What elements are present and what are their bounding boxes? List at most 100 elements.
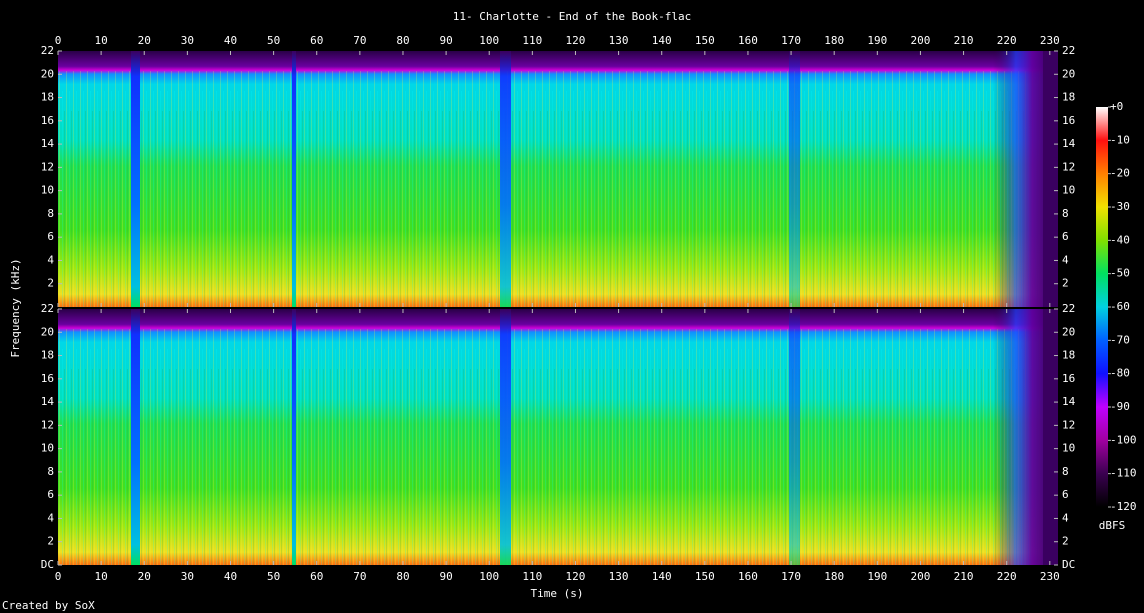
y-tick-label-right: 6: [1062, 230, 1069, 243]
x-tick-label-top: 50: [267, 34, 280, 47]
colorbar-tick-label: -10: [1110, 133, 1130, 146]
x-tick-label-top: 100: [479, 34, 499, 47]
y-axis-label: Frequency (kHz): [9, 258, 22, 357]
colorbar-tick-label: -70: [1110, 333, 1130, 346]
x-tick-label: 200: [911, 570, 931, 583]
x-tick-label: 210: [954, 570, 974, 583]
y-tick-label-right: 8: [1062, 465, 1069, 478]
y-tick-label: 8: [47, 207, 54, 220]
x-tick-label: 230: [1040, 570, 1060, 583]
y-tick-label: 20: [41, 325, 54, 338]
x-tick-label-top: 10: [94, 34, 107, 47]
x-tick-label: 160: [738, 570, 758, 583]
y-tick-label-right: 14: [1062, 395, 1076, 408]
x-tick-label-top: 200: [911, 34, 931, 47]
x-tick-label: 90: [439, 570, 452, 583]
colorbar: [1096, 107, 1108, 507]
y-tick-label-right: 4: [1062, 253, 1069, 266]
x-tick-label: 60: [310, 570, 323, 583]
spectrogram-ch2: [58, 309, 1058, 565]
y-tick-label: 14: [41, 395, 55, 408]
y-tick-label: 4: [47, 253, 54, 266]
x-tick-label-top: 180: [824, 34, 844, 47]
colorbar-tick-label: -60: [1110, 300, 1130, 313]
y-tick-label-right: 2: [1062, 535, 1069, 548]
x-tick-label: 120: [566, 570, 586, 583]
y-tick-label-right: DC: [1062, 558, 1075, 571]
y-tick-label-right: 14: [1062, 137, 1076, 150]
x-tick-label: 20: [138, 570, 151, 583]
y-tick-label-right: 16: [1062, 114, 1075, 127]
colorbar-tick-label: -80: [1110, 367, 1130, 380]
x-tick-label-top: 220: [997, 34, 1017, 47]
x-tick-label-top: 190: [867, 34, 887, 47]
y-tick-label-right: 12: [1062, 418, 1075, 431]
x-tick-label-top: 130: [609, 34, 629, 47]
x-tick-label-top: 140: [652, 34, 672, 47]
y-tick-label-right: 4: [1062, 511, 1069, 524]
y-tick-label: 18: [41, 91, 54, 104]
x-tick-label: 70: [353, 570, 366, 583]
x-tick-label: 40: [224, 570, 237, 583]
x-tick-label-top: 40: [224, 34, 237, 47]
y-tick-label: 16: [41, 114, 54, 127]
colorbar-label: dBFS: [1099, 519, 1126, 532]
x-axis-label: Time (s): [531, 587, 584, 600]
x-tick-label-top: 230: [1040, 34, 1060, 47]
colorbar-tick-label: -120: [1110, 500, 1137, 513]
x-tick-label-top: 150: [695, 34, 715, 47]
x-tick-label: 140: [652, 570, 672, 583]
x-tick-label-top: 0: [55, 34, 62, 47]
chart-title: 11- Charlotte - End of the Book-flac: [453, 10, 691, 23]
y-tick-label: DC: [41, 558, 54, 571]
y-tick-label: 16: [41, 372, 54, 385]
y-tick-label: 22: [41, 44, 54, 57]
y-tick-label-right: 20: [1062, 67, 1075, 80]
colorbar-tick-label: -50: [1110, 267, 1130, 280]
x-tick-label: 110: [522, 570, 542, 583]
x-tick-label-top: 90: [439, 34, 452, 47]
x-tick-label-top: 170: [781, 34, 801, 47]
colorbar-tick-label: -40: [1110, 233, 1130, 246]
x-tick-label-top: 80: [396, 34, 409, 47]
x-tick-label: 50: [267, 570, 280, 583]
y-tick-label-right: 2: [1062, 277, 1069, 290]
x-tick-label: 100: [479, 570, 499, 583]
y-tick-label: 12: [41, 160, 54, 173]
y-tick-label: 2: [47, 277, 54, 290]
y-tick-label: 2: [47, 535, 54, 548]
y-tick-label: 6: [47, 488, 54, 501]
y-tick-label: 20: [41, 67, 54, 80]
y-tick-label-right: 18: [1062, 349, 1075, 362]
spectrogram-ch1: [58, 51, 1058, 307]
y-tick-label-right: 6: [1062, 488, 1069, 501]
x-tick-label: 30: [181, 570, 194, 583]
y-tick-label-right: 10: [1062, 184, 1075, 197]
x-tick-label-top: 20: [138, 34, 151, 47]
x-tick-label-top: 110: [522, 34, 542, 47]
y-tick-label: 12: [41, 418, 54, 431]
footer: Created by SoX: [2, 599, 95, 612]
y-tick-label-right: 10: [1062, 442, 1075, 455]
y-tick-label-right: 16: [1062, 372, 1075, 385]
colorbar-tick-label: -110: [1110, 467, 1137, 480]
y-tick-label: 6: [47, 230, 54, 243]
y-tick-label: 22: [41, 302, 54, 315]
x-tick-label: 180: [824, 570, 844, 583]
x-tick-label: 220: [997, 570, 1017, 583]
x-tick-label-top: 210: [954, 34, 974, 47]
y-tick-label-right: 20: [1062, 325, 1075, 338]
y-tick-label-right: 18: [1062, 91, 1075, 104]
y-tick-label: 4: [47, 511, 54, 524]
x-tick-label-top: 70: [353, 34, 366, 47]
colorbar-tick-label: -100: [1110, 433, 1137, 446]
y-tick-label-right: 8: [1062, 207, 1069, 220]
x-tick-label: 80: [396, 570, 409, 583]
colorbar-tick-label: -30: [1110, 200, 1130, 213]
y-tick-label-right: 22: [1062, 302, 1075, 315]
y-tick-label: 14: [41, 137, 55, 150]
x-tick-label-top: 30: [181, 34, 194, 47]
colorbar-tick-label: -20: [1110, 167, 1130, 180]
